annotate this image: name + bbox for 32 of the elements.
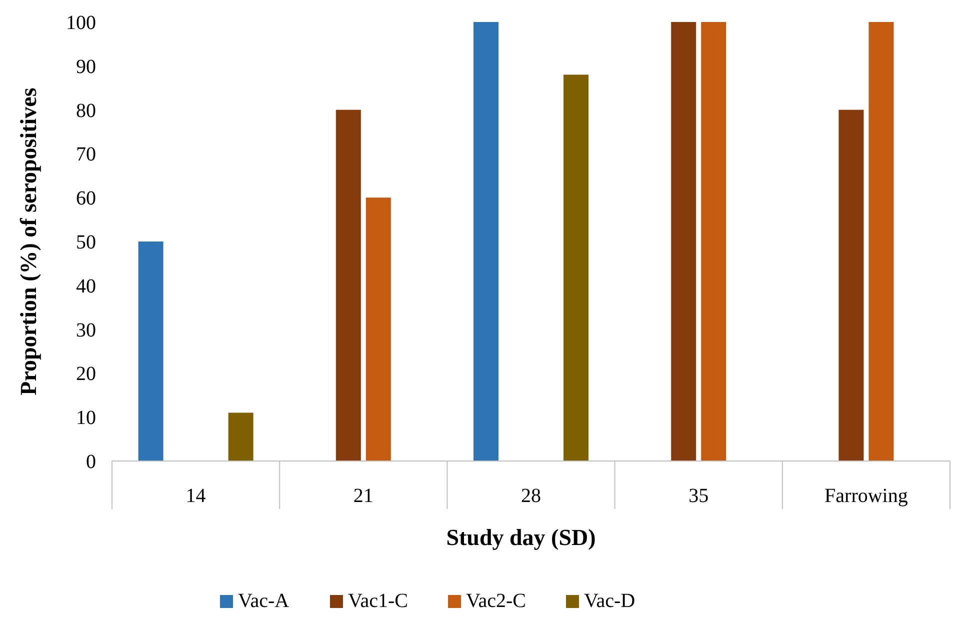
bar	[868, 22, 894, 461]
bar	[564, 74, 588, 461]
y-tick-label: 50	[76, 232, 96, 254]
y-tick-label: 100	[66, 12, 96, 34]
legend-label: Vac-D	[584, 590, 636, 612]
legend-label: Vac1-C	[348, 590, 408, 612]
y-tick-label: 10	[76, 407, 96, 430]
y-tick-label: 40	[76, 275, 96, 298]
bar	[701, 22, 726, 461]
x-tick-label: Farrowing	[824, 485, 908, 507]
x-tick-label: 21	[353, 485, 374, 507]
y-tick-label: 70	[76, 144, 96, 166]
bar	[474, 22, 498, 461]
x-tick-label: 35	[688, 485, 709, 507]
legend-label: Vac-A	[238, 590, 290, 612]
bar	[228, 412, 254, 461]
y-tick-label: 30	[76, 319, 96, 342]
y-tick-label: 60	[76, 188, 96, 210]
bar	[336, 110, 361, 461]
y-tick-label: 20	[76, 363, 96, 386]
legend-label: Vac2-C	[466, 590, 526, 612]
x-tick-label: 28	[521, 485, 541, 507]
bar	[138, 242, 164, 461]
x-tick-label: 14	[186, 485, 206, 507]
x-axis-title: Study day (SD)	[446, 525, 596, 550]
bar	[671, 22, 696, 461]
y-axis-title: Proportion (%) of seropositives	[16, 88, 41, 396]
bar	[838, 110, 864, 461]
y-tick-label: 0	[86, 451, 96, 473]
y-tick-label: 80	[76, 100, 96, 122]
y-tick-label: 90	[76, 56, 96, 78]
bar	[366, 198, 391, 461]
